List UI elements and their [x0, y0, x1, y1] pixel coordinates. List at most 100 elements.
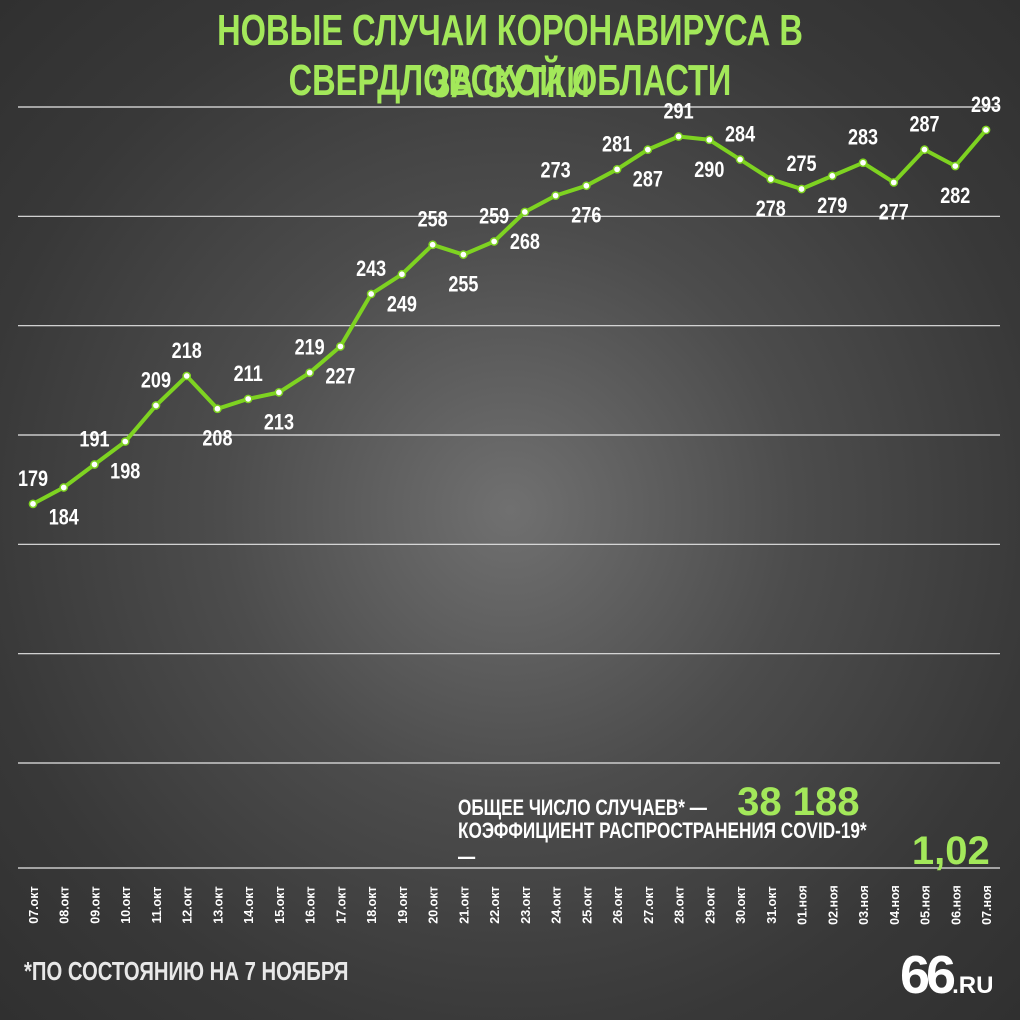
data-label: 273 — [541, 159, 571, 183]
data-label: 279 — [817, 194, 847, 218]
data-label: 249 — [387, 293, 417, 317]
data-point — [120, 437, 130, 446]
x-tick-labels: 07.окт 08.окт 09.окт 10.окт 11.окт 12.окт 13.о… — [27, 885, 994, 925]
data-point — [151, 401, 161, 410]
data-point — [981, 125, 991, 135]
spread-rate-value: 1,02 — [911, 829, 990, 873]
data-label: 218 — [172, 339, 202, 363]
x-tick-label: 03.ноя — [857, 885, 871, 925]
data-label: 277 — [879, 201, 909, 225]
data-label: 213 — [264, 411, 294, 435]
spread-rate-label: КОЭФФИЦИЕНТ РАСПРОСТРАНЕНИЯ COVID-19* — — [458, 818, 867, 869]
data-label: 278 — [756, 198, 786, 222]
data-label: 268 — [510, 230, 540, 254]
data-point — [551, 191, 560, 200]
chart-title-line-2: ЗА СУТКИ — [430, 58, 590, 107]
data-label: 284 — [725, 123, 756, 147]
x-tick-label: 07.ноя — [980, 885, 994, 925]
x-tick-label: 05.ноя — [919, 885, 933, 925]
x-tick-label: 18.окт — [365, 886, 379, 923]
data-point — [704, 135, 714, 145]
data-point — [643, 145, 653, 154]
data-point — [428, 240, 437, 250]
x-tick-label: 01.ноя — [796, 885, 810, 925]
gridlines — [18, 106, 1000, 764]
data-point — [920, 145, 929, 154]
data-point — [797, 184, 806, 194]
data-label: 293 — [971, 93, 1001, 117]
x-tick-label: 27.окт — [642, 886, 656, 923]
data-label: 184 — [49, 506, 80, 530]
data-label: 283 — [848, 126, 878, 150]
data-label: 209 — [141, 369, 171, 393]
footnote: *ПО СОСТОЯНИЮ НА 7 НОЯБРЯ — [24, 956, 349, 986]
data-point — [612, 164, 622, 174]
data-point — [243, 394, 253, 404]
data-point — [90, 460, 99, 469]
x-tick-label: 31.окт — [765, 886, 779, 923]
data-point — [858, 158, 868, 168]
series-line — [32, 128, 988, 506]
data-point — [827, 171, 837, 181]
spread-rate: КОЭФФИЦИЕНТ РАСПРОСТРАНЕНИЯ COVID-19* — 1… — [458, 818, 1000, 874]
x-tick-label: 20.окт — [427, 886, 441, 923]
x-tick-label: 22.окт — [488, 886, 502, 923]
x-tick-label: 21.окт — [457, 886, 471, 923]
data-point — [766, 174, 776, 184]
x-tick-label: 17.окт — [334, 886, 348, 923]
data-label: 276 — [571, 204, 601, 228]
x-tick-label: 30.окт — [734, 886, 748, 923]
data-label: 179 — [18, 467, 48, 491]
data-label: 219 — [295, 336, 325, 360]
x-tick-label: 10.окт — [119, 886, 133, 923]
x-tick-label: 13.окт — [211, 886, 225, 923]
data-point — [213, 404, 222, 414]
x-tick-label: 08.окт — [58, 886, 72, 923]
data-point — [182, 371, 192, 381]
data-point — [305, 368, 315, 378]
data-point — [59, 483, 69, 492]
data-label: 211 — [234, 362, 263, 386]
x-tick-label: 14.окт — [242, 886, 256, 923]
x-tick-label: 12.окт — [181, 886, 195, 923]
x-tick-label: 04.ноя — [888, 885, 902, 925]
x-tick-label: 07.окт — [27, 886, 41, 923]
data-label: 243 — [356, 257, 386, 281]
data-point — [735, 155, 745, 164]
data-point — [582, 181, 591, 191]
x-tick-label: 19.окт — [396, 886, 410, 923]
data-point — [950, 161, 960, 171]
data-label: 227 — [325, 365, 355, 389]
x-tick-label: 02.ноя — [826, 885, 840, 925]
x-tick-label: 28.окт — [673, 886, 687, 923]
x-tick-label: 24.окт — [550, 886, 564, 923]
data-label: 287 — [633, 168, 663, 192]
x-tick-label: 06.ноя — [949, 885, 963, 925]
logo-domain: .RU — [952, 972, 994, 999]
chart-title-line-1: НОВЫЕ СЛУЧАИ КОРОНАВИРУСА В СВЕРДЛОВСКОЙ… — [217, 6, 803, 105]
data-point — [674, 132, 683, 141]
data-label: 198 — [110, 460, 140, 484]
x-tick-label: 16.окт — [304, 886, 318, 923]
x-tick-label: 11.окт — [150, 887, 164, 924]
data-label: 191 — [79, 428, 109, 452]
x-tick-label: 26.окт — [611, 886, 625, 923]
data-label: 281 — [602, 133, 632, 157]
x-tick-label: 15.окт — [273, 886, 287, 923]
total-cases-value: 38 188 — [737, 780, 860, 824]
x-tick-label: 09.окт — [88, 886, 102, 923]
data-label: 258 — [418, 208, 448, 232]
x-tick-label: 29.окт — [703, 886, 717, 923]
data-point — [889, 178, 899, 187]
data-point — [489, 237, 499, 246]
data-point — [397, 269, 407, 279]
data-point — [459, 250, 468, 259]
data-point — [28, 499, 38, 509]
data-label: 275 — [787, 152, 817, 176]
site-logo: 66.RU — [900, 944, 993, 1006]
data-label: 259 — [479, 205, 509, 229]
data-label: 287 — [909, 113, 939, 137]
data-label: 282 — [940, 184, 970, 208]
data-point — [274, 388, 284, 397]
